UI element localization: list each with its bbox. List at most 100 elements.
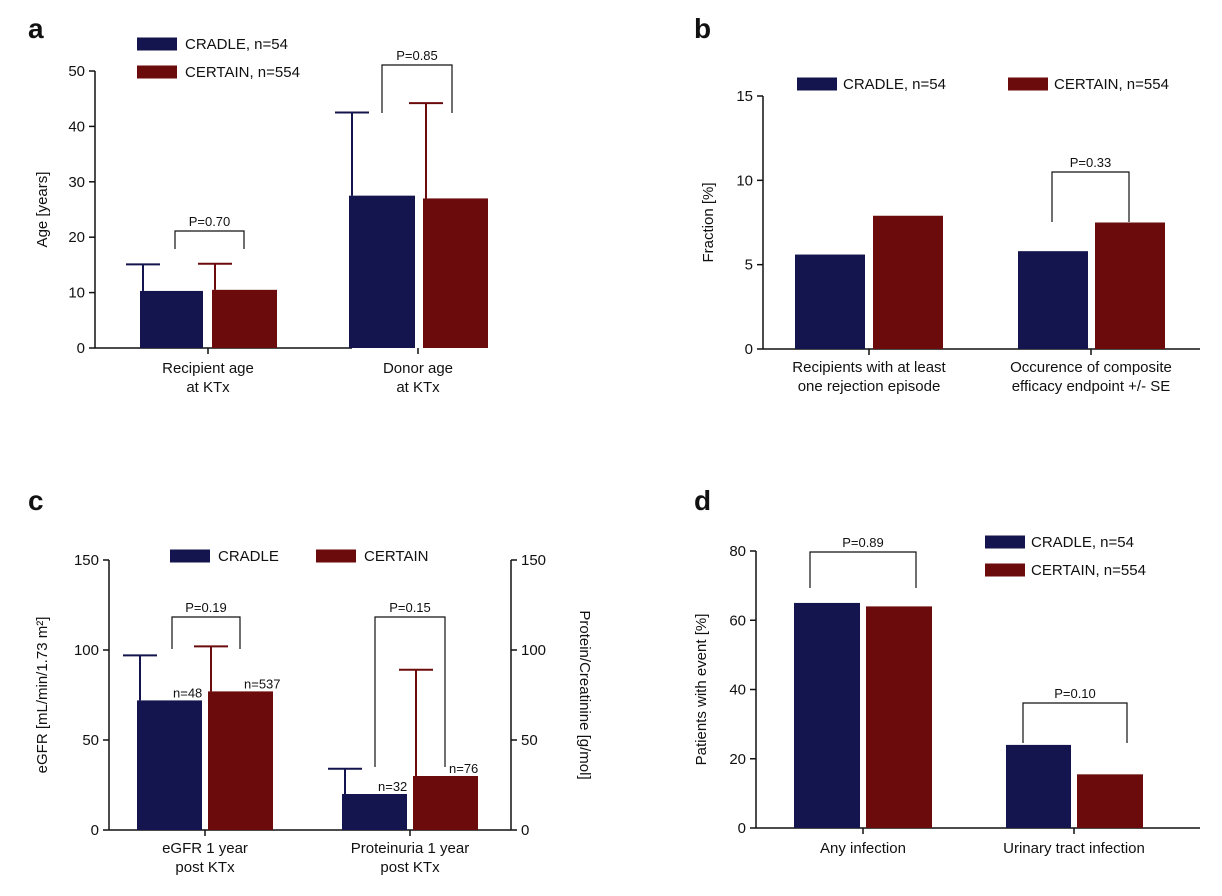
- y-tick-label-b: 5: [745, 257, 753, 274]
- bar-a: [140, 290, 203, 348]
- y-axis-title-right-c: Protein/Creatinine [g/mol]: [576, 610, 593, 779]
- y-tick-label-right-c: 0: [521, 822, 529, 839]
- y-tick-label-a: 30: [68, 174, 85, 191]
- legend-swatch-c: [316, 549, 356, 563]
- legend-swatch-d: [985, 535, 1025, 549]
- panel-b: b 0 5 10 15 Fraction [%] Recipients with at le…: [694, 13, 1200, 395]
- category-label-b: Occurence of composite: [1010, 359, 1172, 376]
- category-label-a: Recipient age: [162, 360, 254, 377]
- y-tick-label-c: 150: [74, 552, 99, 569]
- y-tick-label-b: 15: [736, 88, 753, 105]
- legend-label-c: CERTAIN: [364, 548, 428, 565]
- y-axis-title-d: Patients with event [%]: [693, 614, 710, 766]
- y-tick-label-b: 0: [745, 341, 753, 358]
- bar-a: [423, 198, 488, 348]
- legend-label-a: CERTAIN, n=554: [185, 64, 300, 81]
- legend-label-a: CRADLE, n=54: [185, 36, 288, 53]
- y-tick-label-right-c: 100: [521, 642, 546, 659]
- bar-d: [1006, 744, 1071, 828]
- y-axis-title-b: Fraction [%]: [700, 182, 717, 262]
- bar-b: [1018, 251, 1088, 349]
- category-label-c: post KTx: [175, 859, 235, 876]
- category-label-c: post KTx: [380, 859, 440, 876]
- n-label-c: n=76: [449, 761, 478, 776]
- bar-b: [795, 254, 865, 349]
- y-tick-label-right-c: 50: [521, 732, 538, 749]
- y-tick-label-d: 60: [729, 612, 746, 629]
- legend-swatch-b: [797, 77, 837, 91]
- p-bracket-a: [174, 230, 245, 249]
- y-tick-label-a: 0: [77, 340, 85, 357]
- p-value-a: P=0.85: [396, 48, 438, 63]
- legend-label-c: CRADLE: [218, 548, 279, 565]
- legend-label-d: CERTAIN, n=554: [1031, 562, 1146, 579]
- panel-d: d 0 20 40 60 80 Patients with event [%] Any inf…: [693, 485, 1200, 857]
- panel-label-d: d: [694, 485, 711, 516]
- p-bracket-a: [381, 64, 453, 113]
- bar-c: [342, 794, 407, 830]
- legend-swatch-a: [137, 37, 177, 51]
- panel-a: a 0 10 20 30 40 50 Age [years] Recipient age at K…: [28, 13, 488, 396]
- legend-label-d: CRADLE, n=54: [1031, 534, 1134, 551]
- category-label-b: efficacy endpoint +/- SE: [1012, 378, 1171, 395]
- panel-label-a: a: [28, 13, 44, 44]
- p-bracket-c: [171, 616, 241, 649]
- y-tick-label-d: 80: [729, 543, 746, 560]
- p-bracket-d: [1022, 702, 1128, 743]
- bar-a: [212, 289, 277, 348]
- category-label-c: eGFR 1 year: [162, 840, 248, 857]
- category-label-d: Urinary tract infection: [1003, 840, 1145, 857]
- p-value-a: P=0.70: [189, 214, 231, 229]
- y-tick-label-a: 50: [68, 63, 85, 80]
- p-value-b: P=0.33: [1070, 155, 1112, 170]
- y-tick-label-d: 20: [729, 751, 746, 768]
- category-label-a: Donor age: [383, 360, 453, 377]
- panel-label-b: b: [694, 13, 711, 44]
- p-value-c: P=0.15: [389, 600, 431, 615]
- y-tick-label-d: 40: [729, 682, 746, 699]
- y-tick-label-b: 10: [736, 172, 753, 189]
- bar-d: [1077, 774, 1143, 828]
- n-label-c: n=537: [244, 676, 281, 691]
- category-label-a: at KTx: [186, 379, 230, 396]
- p-value-d: P=0.89: [842, 535, 884, 550]
- bar-b: [1095, 222, 1165, 349]
- bar-c: [208, 691, 273, 830]
- category-label-d: Any infection: [820, 840, 906, 857]
- category-label-b: one rejection episode: [798, 378, 941, 395]
- y-tick-label-a: 40: [68, 118, 85, 135]
- category-label-c: Proteinuria 1 year: [351, 840, 469, 857]
- panel-label-c: c: [28, 485, 44, 516]
- legend-swatch-b: [1008, 77, 1048, 91]
- category-label-a: at KTx: [396, 379, 440, 396]
- bar-a: [349, 195, 415, 348]
- p-bracket-b: [1051, 171, 1130, 222]
- y-tick-label-c: 0: [91, 822, 99, 839]
- n-label-c: n=32: [378, 779, 407, 794]
- p-bracket-d: [809, 551, 917, 588]
- bar-d: [866, 606, 932, 828]
- n-label-c: n=48: [173, 685, 202, 700]
- p-value-c: P=0.19: [185, 600, 227, 615]
- y-tick-label-right-c: 150: [521, 552, 546, 569]
- bar-c: [413, 776, 478, 830]
- legend-swatch-c: [170, 549, 210, 563]
- bar-c: [137, 700, 202, 830]
- y-axis-title-c: eGFR [mL/min/1.73 m²]: [34, 617, 51, 774]
- legend-label-b: CERTAIN, n=554: [1054, 76, 1169, 93]
- y-tick-label-c: 50: [82, 732, 99, 749]
- category-label-b: Recipients with at least: [792, 359, 946, 376]
- panel-c: c 0 50 100 150 eGFR [mL/min/1.73 m²] 0 50 100 150…: [28, 485, 593, 876]
- bar-b: [873, 215, 943, 349]
- y-tick-label-a: 10: [68, 285, 85, 302]
- y-tick-label-c: 100: [74, 642, 99, 659]
- bar-d: [794, 602, 860, 828]
- legend-swatch-a: [137, 65, 177, 79]
- legend-label-b: CRADLE, n=54: [843, 76, 946, 93]
- y-tick-label-a: 20: [68, 229, 85, 246]
- legend-swatch-d: [985, 563, 1025, 577]
- y-tick-label-d: 0: [738, 820, 746, 837]
- y-axis-title-a: Age [years]: [34, 172, 51, 248]
- p-value-d: P=0.10: [1054, 686, 1096, 701]
